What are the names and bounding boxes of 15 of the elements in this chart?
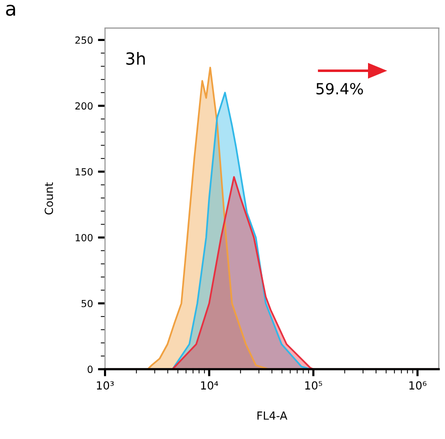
x-tick-label: 10⁶ (409, 381, 426, 390)
x-tick-label: 10⁴ (201, 381, 218, 390)
y-tick-label: 50 (82, 300, 93, 308)
y-tick-label: 200 (75, 102, 93, 110)
y-tick-label: 250 (75, 36, 93, 44)
y-tick-label: 100 (76, 234, 93, 242)
annotation: 59.4% (316, 82, 363, 94)
y-axis-title: Count (44, 182, 54, 215)
x-tick-label: 10⁵ (305, 381, 322, 390)
x-axis-title: FL4-A (257, 412, 288, 420)
text: a (6, 4, 16, 16)
y-tick-label: 0 (88, 366, 93, 374)
annotation: 3h (126, 52, 145, 65)
x-tick-label: 10³ (96, 381, 114, 390)
y-tick-label: 150 (76, 168, 93, 176)
